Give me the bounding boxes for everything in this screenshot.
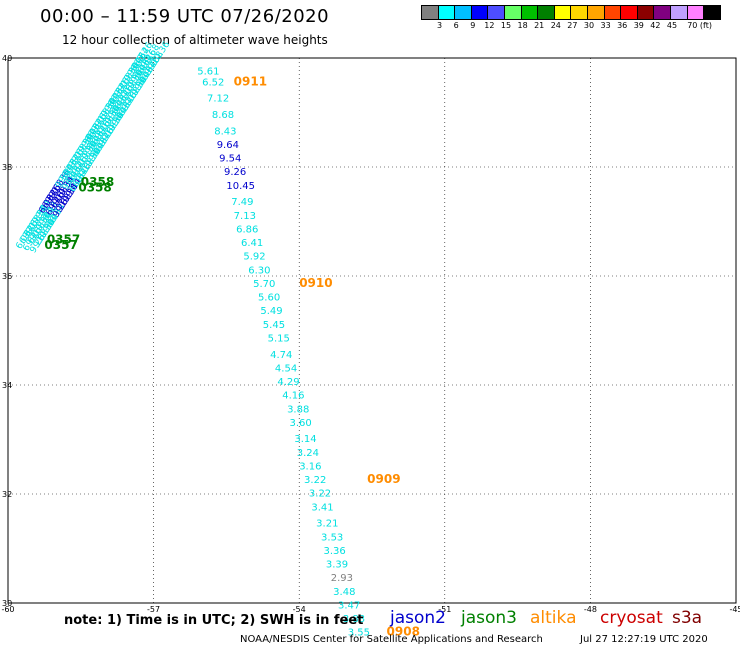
swh-value-label: 5.92 bbox=[243, 252, 265, 263]
swh-value-label: 5.61 bbox=[197, 66, 219, 77]
color-legend-label: 21 bbox=[534, 21, 545, 30]
pass-time-label: 0358 bbox=[81, 175, 114, 189]
color-legend-label: 33 bbox=[600, 21, 611, 30]
credit-text: NOAA/NESDIS Center for Satellite Applica… bbox=[240, 634, 543, 645]
y-tick-label: 34 bbox=[2, 381, 12, 390]
swh-value-label: 3.16 bbox=[299, 461, 321, 472]
swh-value-label: 3.24 bbox=[297, 448, 319, 459]
plot-frame bbox=[7, 57, 737, 604]
swh-value-label: 5.70 bbox=[253, 279, 275, 290]
footer-note: note: 1) Time is in UTC; 2) SWH is in fe… bbox=[64, 613, 364, 628]
pass-time-label: 0358 bbox=[78, 181, 111, 195]
swh-value-label: 6.52 bbox=[202, 77, 224, 88]
swh-value-label: 3.48 bbox=[333, 587, 355, 598]
swh-value-label: 4.29 bbox=[277, 377, 299, 388]
color-legend-label: 42 bbox=[650, 21, 661, 30]
swh-value-label: 3.41 bbox=[311, 502, 333, 513]
swh-value-label: 3.39 bbox=[326, 560, 348, 571]
color-legend-label: 39 bbox=[633, 21, 644, 30]
swh-value-label: 3.22 bbox=[304, 475, 326, 486]
pass-time-label: 0909 bbox=[367, 472, 400, 486]
color-legend bbox=[421, 5, 721, 20]
color-legend-label: 6 bbox=[453, 21, 459, 30]
color-legend-label: 15 bbox=[500, 21, 512, 30]
swh-value-label: 3.22 bbox=[309, 489, 331, 500]
swh-value-label: 4.54 bbox=[275, 363, 297, 374]
swh-value-label: 4.16 bbox=[282, 391, 304, 402]
swh-value-label: 2.93 bbox=[331, 573, 353, 584]
color-legend-label: 36 bbox=[617, 21, 628, 30]
x-tick-label: -60 bbox=[1, 605, 14, 614]
satellite-legend-item: jason2 bbox=[390, 608, 446, 628]
swh-value-label: 4.74 bbox=[270, 350, 292, 361]
x-tick-label: -45 bbox=[729, 605, 740, 614]
color-legend-label: 30 bbox=[583, 21, 595, 30]
x-tick-label: -54 bbox=[293, 605, 306, 614]
color-legend-label: 12 bbox=[484, 21, 495, 30]
swh-value-label: 3.53 bbox=[321, 532, 343, 543]
y-tick-label: 38 bbox=[2, 163, 12, 172]
swh-value-label: 3.60 bbox=[289, 418, 311, 429]
swh-value-label: 6.30 bbox=[248, 265, 270, 276]
swh-value-label: 5.49 bbox=[260, 306, 282, 317]
y-tick-label: 32 bbox=[2, 490, 12, 499]
pass-time-label: 0911 bbox=[234, 74, 267, 88]
color-legend-label: 70 (ft) bbox=[687, 21, 712, 30]
y-tick-label: 30 bbox=[2, 599, 12, 608]
swh-value-label: 3.36 bbox=[323, 546, 345, 557]
swh-value-label: 9.64 bbox=[217, 140, 239, 151]
color-legend-label: 18 bbox=[517, 21, 528, 30]
swh-value-label: 5.45 bbox=[263, 320, 285, 331]
color-legend-labels: 3 6 9 12 15 18 21 24 27 30 33 36 39 42 45 70 (ft) bbox=[422, 21, 740, 33]
pass-time-label: 0910 bbox=[299, 276, 332, 290]
swh-value-label: 7.13 bbox=[234, 211, 256, 222]
swh-value-label: 9.54 bbox=[219, 154, 241, 165]
swh-value-label: 3.47 bbox=[338, 600, 360, 611]
swh-value-label: 5.60 bbox=[258, 293, 280, 304]
pass-time-label: 0357 bbox=[44, 238, 77, 252]
swh-value-label: 3.83 bbox=[343, 614, 365, 625]
swh-value-label: 7.49 bbox=[231, 197, 253, 208]
swh-value-label: 3.21 bbox=[316, 519, 338, 530]
swh-value-label: 8.68 bbox=[212, 110, 234, 121]
swh-value-label: 6.41 bbox=[241, 238, 263, 249]
chart-title: 00:00 – 11:59 UTC 07/26/2020 bbox=[40, 6, 330, 27]
x-tick-label: -57 bbox=[147, 605, 160, 614]
generated-timestamp: Jul 27 12:27:19 UTC 2020 bbox=[580, 634, 708, 645]
pass-time-label: 0357 bbox=[47, 232, 80, 246]
swh-value-label: 3.88 bbox=[287, 404, 309, 415]
satellite-legend-item: cryosat bbox=[600, 608, 663, 628]
y-tick-label: 36 bbox=[2, 272, 12, 281]
color-legend-label: 27 bbox=[567, 21, 578, 30]
color-legend-label: 9 bbox=[470, 21, 476, 30]
satellite-legend-item: jason3 bbox=[461, 608, 517, 628]
swh-value-label: 8.43 bbox=[214, 126, 236, 137]
swh-value-label: 7.12 bbox=[207, 94, 229, 105]
swh-value-label: 6.86 bbox=[236, 224, 258, 235]
swh-value-label: 3.14 bbox=[294, 434, 316, 445]
y-tick-label: 40 bbox=[2, 54, 12, 63]
swh-value-label: 9.26 bbox=[224, 167, 246, 178]
x-tick-label: -51 bbox=[438, 605, 451, 614]
satellite-legend-item: altika bbox=[530, 608, 577, 628]
pass-time-label: 0908 bbox=[387, 625, 420, 639]
swh-value-label: 5.15 bbox=[268, 333, 290, 344]
swh-value-label: 10.45 bbox=[226, 181, 255, 192]
color-legend-label: 45 bbox=[666, 21, 678, 30]
satellite-legend-item: s3a bbox=[672, 608, 703, 628]
color-legend-swatch bbox=[703, 5, 721, 20]
color-legend-label: 24 bbox=[550, 21, 561, 30]
color-legend-label: 3 bbox=[437, 21, 443, 30]
swh-value-label: 3.55 bbox=[348, 628, 370, 639]
chart-subtitle: 12 hour collection of altimeter wave hei… bbox=[62, 33, 328, 47]
x-tick-label: -48 bbox=[584, 605, 597, 614]
